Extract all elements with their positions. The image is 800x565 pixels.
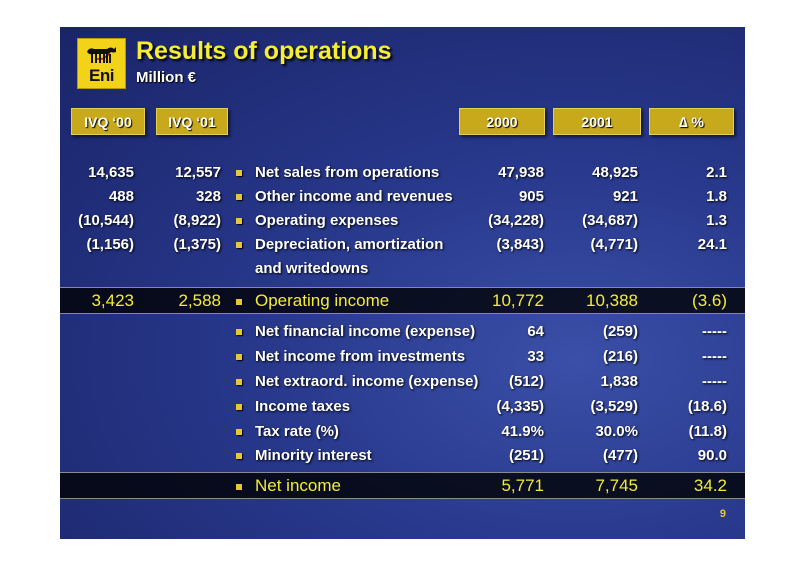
bullet-icon [236,394,246,419]
table-row-continuation: and writedowns [60,256,745,281]
value-ivq00: 14,635 [88,164,134,181]
value-2000: 64 [527,323,544,340]
page-subtitle: Million € [136,69,196,86]
row-label: Operating expenses [255,212,399,229]
header-delta-pct: ∆ % [649,108,734,135]
table-row: Net income from investments 33 (216) ---… [60,344,745,369]
row-label: Depreciation, amortization [255,236,444,253]
logo-text: Eni [89,66,114,85]
row-label: Operating income [255,291,390,310]
eni-logo: Eni [77,38,126,89]
value-2000: (3,843) [496,236,544,253]
value-delta-pct: 34.2 [693,476,727,495]
value-ivq00: 3,423 [91,291,134,310]
six-legged-dog-icon [87,47,116,63]
value-2000: 5,771 [501,476,544,495]
table-row: (1,156) (1,375) Depreciation, amortizati… [60,232,745,257]
value-delta-pct: 24.1 [697,236,727,253]
header-2001: 2001 [553,108,641,135]
row-label: Net extraord. income (expense) [255,373,479,390]
value-2001: 48,925 [592,164,638,181]
table-row: 488 328 Other income and revenues 905 92… [60,184,745,209]
value-ivq01: (8,922) [173,212,221,229]
value-delta-pct: (11.8) [688,423,727,440]
table-row: 14,635 12,557 Net sales from operations … [60,160,745,185]
value-delta-pct: ----- [702,323,727,340]
value-ivq01: 328 [195,188,221,205]
row-label: Income taxes [255,398,351,415]
page-number: 9 [719,508,726,520]
header-ivq00: IVQ ‘00 [71,108,145,135]
value-2000: 905 [518,188,544,205]
bullet-icon [236,232,246,257]
value-ivq01: 12,557 [175,164,221,181]
value-ivq00: (1,156) [86,236,134,253]
bullet-icon [236,419,246,444]
value-2001: (259) [602,323,638,340]
value-2000: (34,228) [488,212,544,229]
page-title: Results of operations [136,37,392,65]
value-delta-pct: (3.6) [692,291,727,310]
value-ivq01: 2,588 [178,291,221,310]
value-ivq00: (10,544) [78,212,134,229]
value-2000: 10,772 [492,291,544,310]
bullet-icon [236,443,246,468]
table-row: Tax rate (%) 41.9% 30.0% (11.8) [60,419,745,444]
value-delta-pct: 1.8 [706,188,727,205]
value-2000: (4,335) [496,398,544,415]
value-2001: (477) [602,447,638,464]
bullet-icon [236,344,246,369]
value-delta-pct: (18.6) [687,398,727,415]
header-ivq01: IVQ ‘01 [156,108,228,135]
row-label-continued: and writedowns [255,260,369,277]
bullet-icon [236,473,246,498]
bullet-icon [236,184,246,209]
net-income-row: Net income 5,771 7,745 34.2 [60,472,745,499]
value-2001: 921 [612,188,638,205]
table-row: Minority interest (251) (477) 90.0 [60,443,745,468]
table-row: Net financial income (expense) 64 (259) … [60,319,745,344]
value-ivq00: 488 [108,188,134,205]
value-2000: (512) [508,373,544,390]
value-2000: (251) [508,447,544,464]
row-label: Net income [255,476,341,495]
row-label: Net financial income (expense) [255,323,476,340]
value-2001: (216) [602,348,638,365]
value-2000: 33 [527,348,544,365]
row-label: Tax rate (%) [255,423,339,440]
bullet-icon [236,288,246,313]
value-delta-pct: ----- [702,348,727,365]
value-2001: 7,745 [595,476,638,495]
row-label: Net sales from operations [255,164,440,181]
value-2001: (34,687) [582,212,638,229]
value-2001: (3,529) [590,398,638,415]
value-2001: 30.0% [595,423,638,440]
value-delta-pct: 2.1 [706,164,727,181]
row-label: Other income and revenues [255,188,453,205]
value-delta-pct: ----- [702,373,727,390]
table-row: Income taxes (4,335) (3,529) (18.6) [60,394,745,419]
value-2000: 47,938 [498,164,544,181]
value-delta-pct: 90.0 [697,447,727,464]
table-row: (10,544) (8,922) Operating expenses (34,… [60,208,745,233]
bullet-icon [236,208,246,233]
table-row: Net extraord. income (expense) (512) 1,8… [60,369,745,394]
row-label: Net income from investments [255,348,466,365]
value-2001: 10,388 [586,291,638,310]
header-2000: 2000 [459,108,545,135]
value-delta-pct: 1.3 [706,212,727,229]
bullet-icon [236,369,246,394]
value-ivq01: (1,375) [173,236,221,253]
slide: Eni Results of operations Million € IVQ … [60,27,745,539]
bullet-icon [236,160,246,185]
operating-income-row: 3,423 2,588 Operating income 10,772 10,3… [60,287,745,314]
value-2000: 41.9% [501,423,544,440]
value-2001: (4,771) [590,236,638,253]
row-label: Minority interest [255,447,372,464]
bullet-icon [236,319,246,344]
value-2001: 1,838 [600,373,638,390]
